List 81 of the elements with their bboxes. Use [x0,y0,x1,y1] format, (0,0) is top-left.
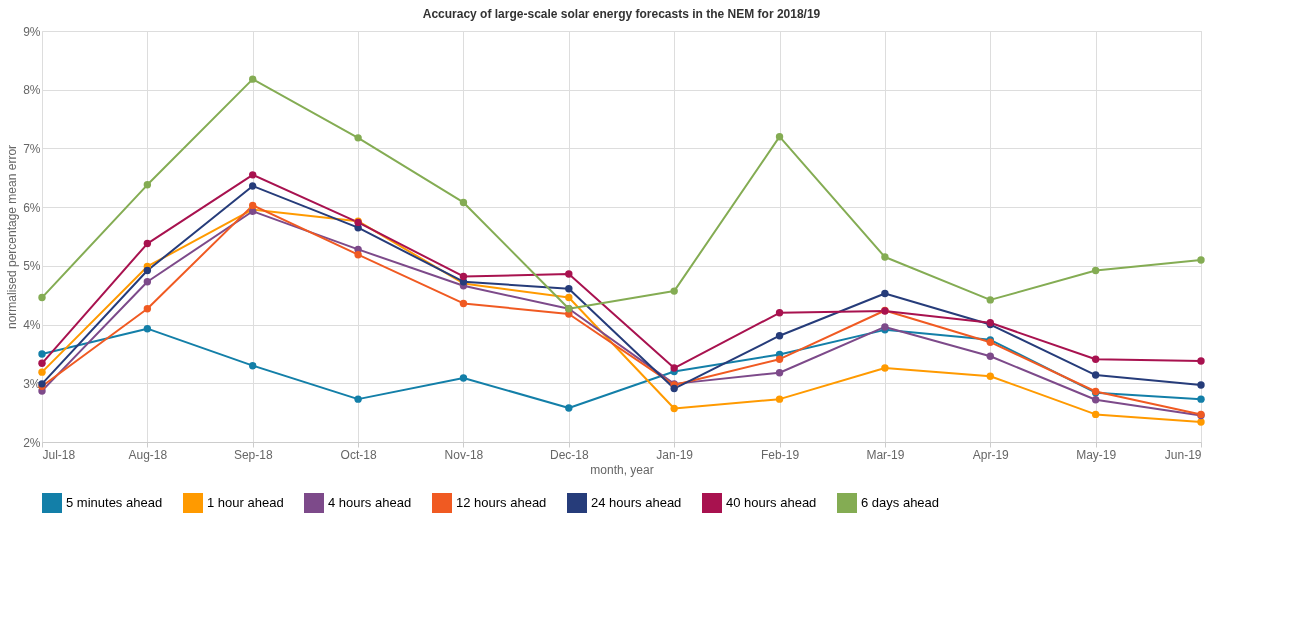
point [1091,410,1100,419]
point [249,171,257,179]
point [143,181,152,189]
point [38,293,46,302]
point [670,384,678,393]
x-tick-label: Jan-19 [656,447,694,462]
point [249,361,257,370]
point [1197,418,1205,426]
point [354,395,362,403]
y-tick-label: 5% [23,259,41,274]
point [459,272,468,281]
point [143,305,152,313]
point [249,75,257,83]
point [249,182,257,190]
point [1091,266,1100,275]
legend-label: 6 days ahead [861,495,940,510]
point [1091,371,1100,379]
legend-label: 1 hour ahead [207,495,284,510]
point [565,285,573,293]
x-tick-label: Jul-18 [42,447,76,462]
x-tick-label: May-19 [1076,447,1117,462]
point [143,278,152,286]
point [986,372,994,380]
x-tick-label: Feb-19 [761,447,800,462]
point [986,296,994,304]
point [775,132,784,141]
x-tick-label: Aug-18 [128,447,168,462]
point [143,324,152,333]
y-tick-label: 9% [23,24,41,39]
point [1197,395,1205,403]
legend-label: 4 hours ahead [328,495,412,510]
point [775,395,784,403]
point [143,239,152,248]
y-tick-label: 2% [23,435,41,450]
x-tick-label: Nov-18 [444,447,484,462]
y-tick-label: 8% [23,83,41,98]
x-tick-label: Apr-19 [972,447,1010,462]
point [1091,355,1100,363]
point [565,293,573,302]
legend-label: 24 hours ahead [591,495,682,510]
point [249,201,257,210]
point [459,374,468,382]
point [881,253,889,261]
point [38,350,46,358]
point [775,355,784,363]
point [1197,381,1205,389]
legend-label: 12 hours ahead [456,495,547,510]
point [881,289,889,298]
point [1091,396,1100,404]
y-tick-label: 4% [23,318,41,333]
legend-label: 40 hours ahead [726,495,817,510]
point [354,251,362,259]
legend-label: 5 minutes ahead [66,495,163,510]
chart-title: Accuracy of large-scale solar energy forecasts in the NEM for 2018/19 [422,7,821,21]
point [565,270,573,278]
x-tick-label: Dec-18 [549,447,589,462]
point [1197,256,1205,264]
point [670,364,678,372]
point [354,134,362,142]
point [670,287,678,295]
point [775,369,784,377]
y-tick-label: 7% [23,141,41,156]
y-tick-label: 6% [23,200,41,215]
x-tick-label: Sep-18 [233,447,273,462]
x-axis-title: month, year [590,462,654,477]
point [459,198,468,207]
point [775,309,784,317]
point [775,332,784,340]
point [986,352,994,360]
point [881,364,889,372]
x-tick-label: Jun-19 [1164,447,1202,462]
x-tick-label: Oct-18 [340,447,377,462]
point [143,266,152,275]
y-axis-title: normalised percentage mean error [5,144,20,330]
point [459,299,468,308]
point [38,368,46,376]
point [565,404,573,412]
point [670,404,678,413]
x-tick-label: Mar-19 [866,447,905,462]
point [1197,357,1205,365]
point [38,359,46,368]
